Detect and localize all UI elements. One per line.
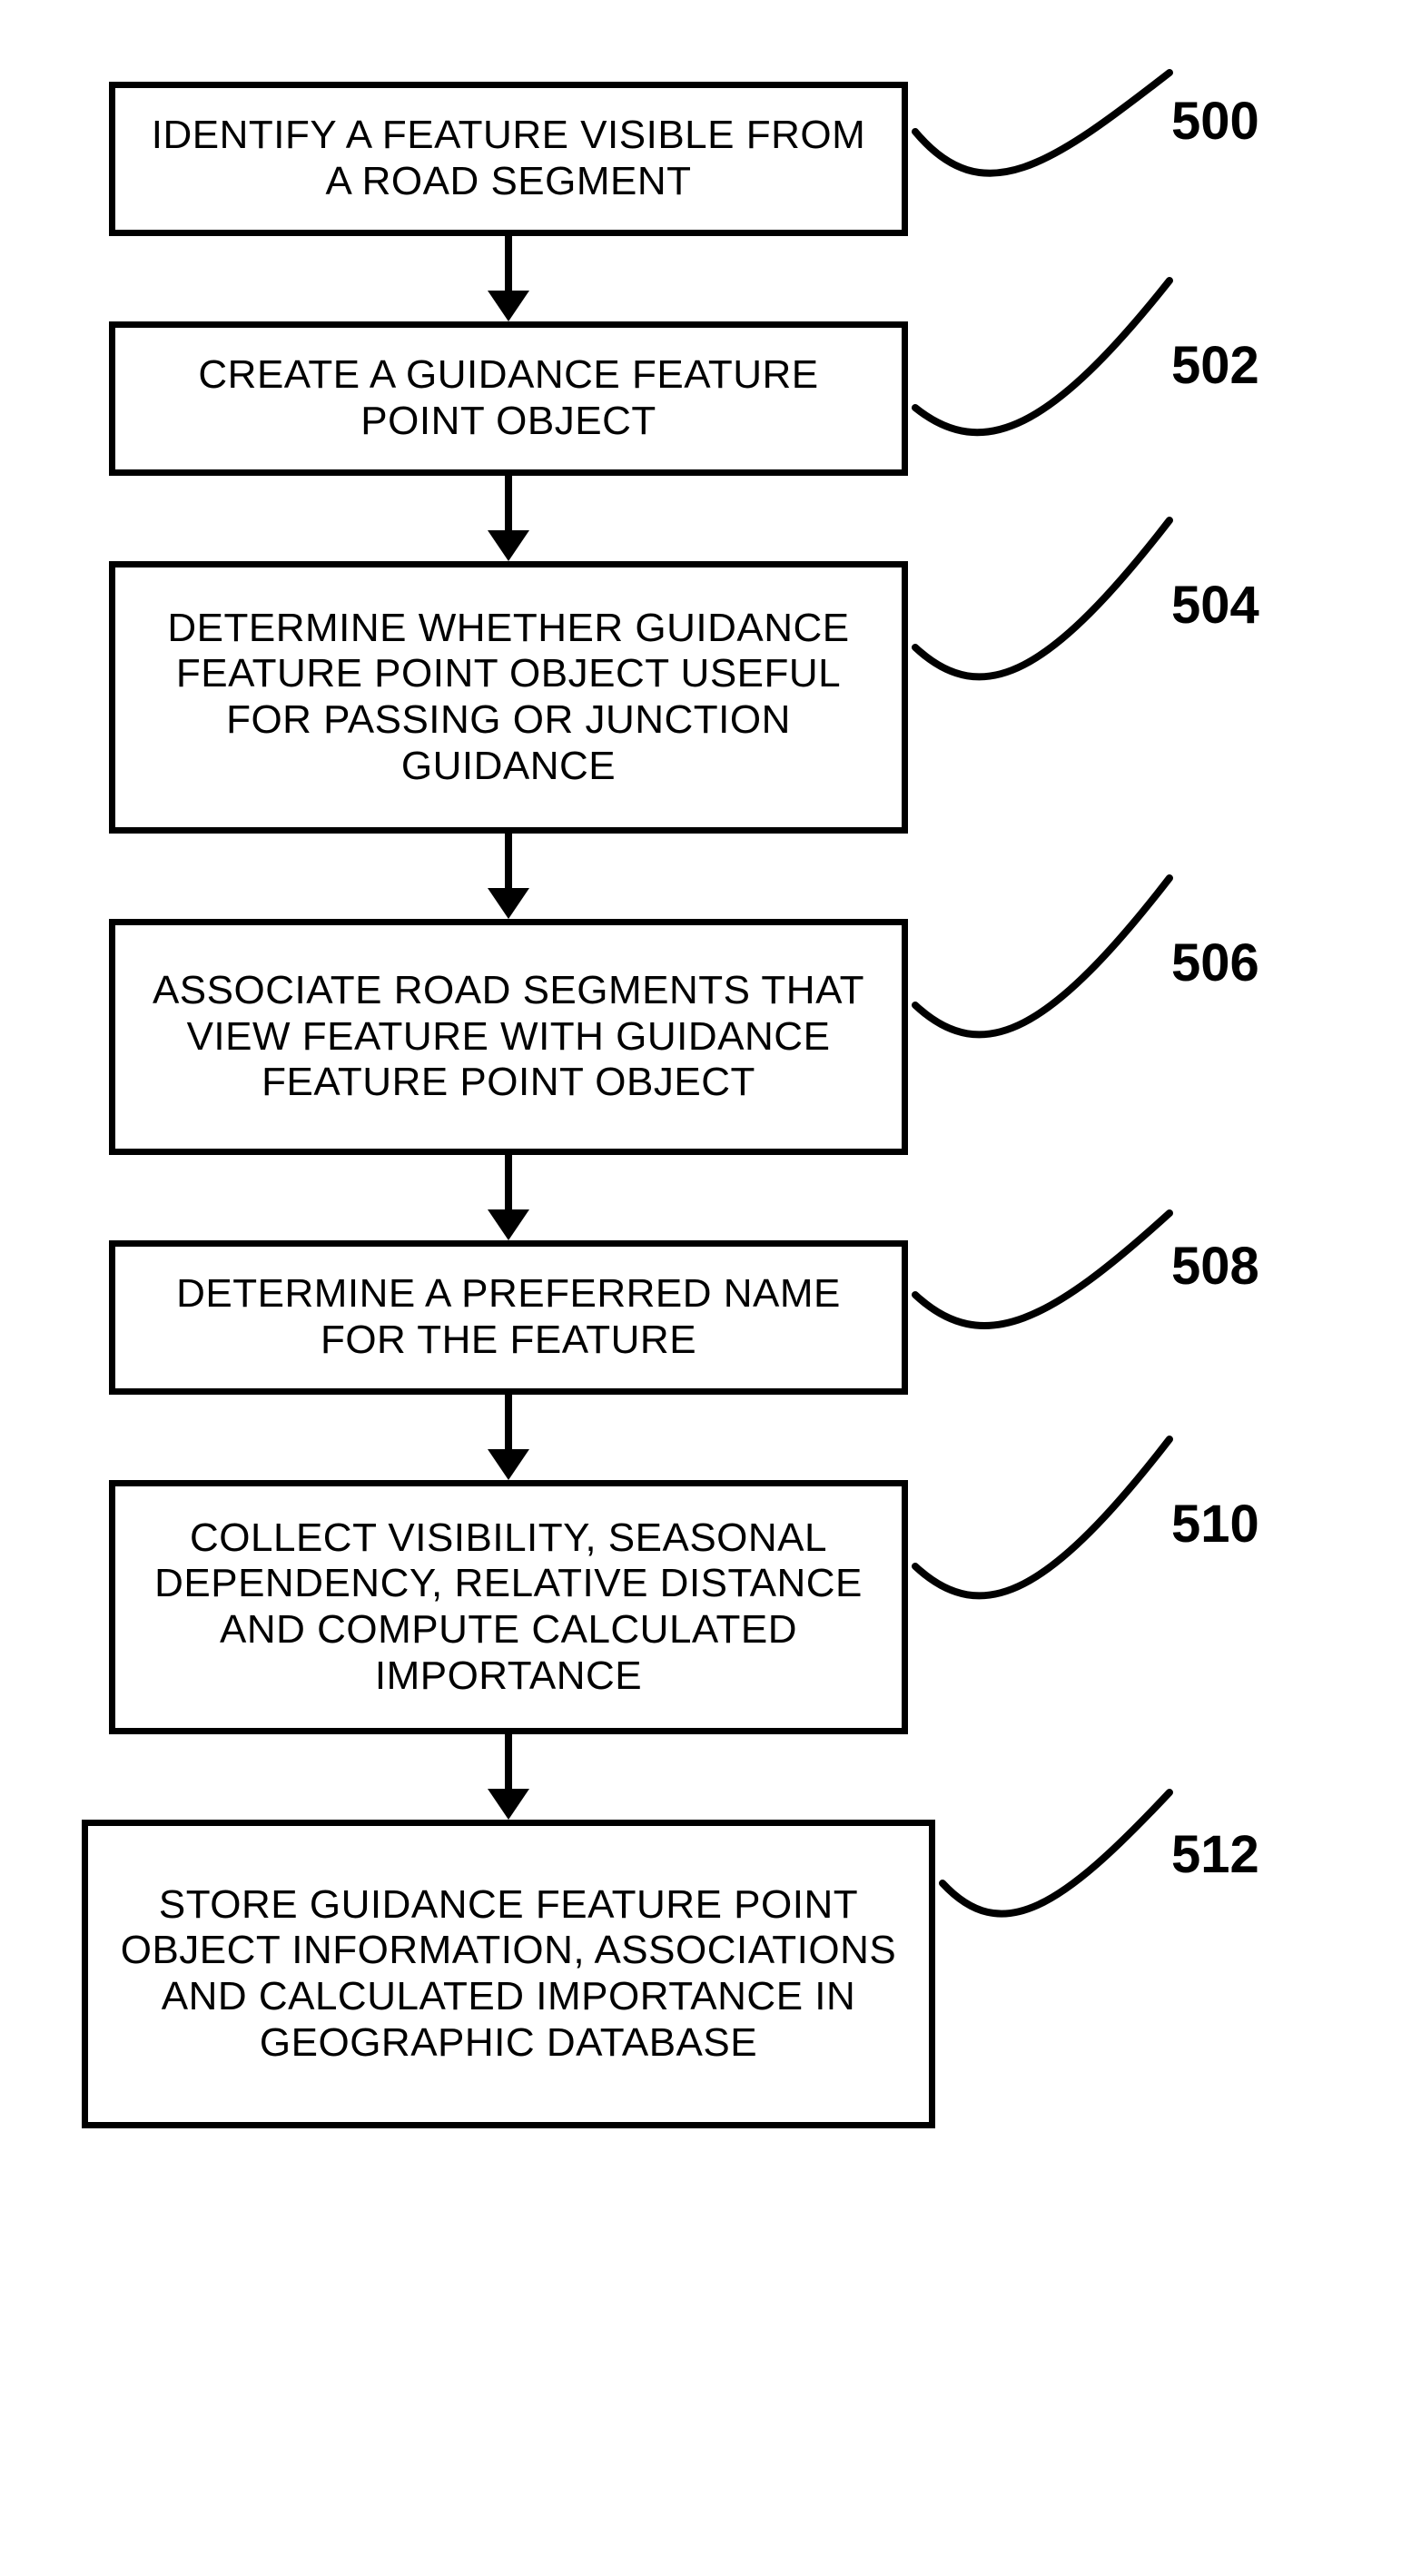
arrow-wrapper <box>109 1734 908 1820</box>
step-number-label: 504 <box>1171 575 1259 636</box>
step-number-label: 502 <box>1171 335 1259 396</box>
flow-step-text: CREATE A GUIDANCE FEATURE POINT OBJECT <box>143 352 874 444</box>
callout-connector <box>908 513 1177 718</box>
flow-step-510: COLLECT VISIBILITY, SEASONAL DEPENDENCY,… <box>109 1480 908 1734</box>
arrow-wrapper <box>109 1155 908 1240</box>
callout-connector <box>908 65 1177 221</box>
flow-step-text: DETERMINE A PREFERRED NAME FOR THE FEATU… <box>143 1271 874 1363</box>
arrow-wrapper <box>109 834 908 919</box>
flow-arrow <box>486 236 531 321</box>
arrow-wrapper <box>109 476 908 561</box>
flow-step-508: DETERMINE A PREFERRED NAME FOR THE FEATU… <box>109 1240 908 1395</box>
flow-arrow <box>486 476 531 561</box>
flow-arrow <box>486 1155 531 1240</box>
step-number-label: 508 <box>1171 1236 1259 1297</box>
step-number-label: 500 <box>1171 91 1259 152</box>
flow-step-504: DETERMINE WHETHER GUIDANCE FEATURE POINT… <box>109 561 908 834</box>
callout-connector <box>908 1432 1177 1637</box>
callout-connector <box>908 871 1177 1076</box>
flow-step-506: ASSOCIATE ROAD SEGMENTS THAT VIEW FEATUR… <box>109 919 908 1155</box>
callout-connector <box>908 1206 1177 1366</box>
arrow-wrapper <box>109 1395 908 1480</box>
step-number-label: 506 <box>1171 933 1259 993</box>
callout-connector <box>908 273 1177 469</box>
flow-step-text: IDENTIFY A FEATURE VISIBLE FROM A ROAD S… <box>143 113 874 204</box>
step-number-label: 510 <box>1171 1494 1259 1554</box>
flow-step-512: STORE GUIDANCE FEATURE POINT OBJECT INFO… <box>82 1820 935 2128</box>
flow-arrow <box>486 1734 531 1820</box>
flow-arrow <box>486 834 531 919</box>
callout-connector <box>935 1785 1177 1954</box>
arrow-wrapper <box>109 236 908 321</box>
flow-step-text: DETERMINE WHETHER GUIDANCE FEATURE POINT… <box>143 606 874 789</box>
flow-step-text: COLLECT VISIBILITY, SEASONAL DEPENDENCY,… <box>143 1515 874 1699</box>
flow-arrow <box>486 1395 531 1480</box>
flow-step-text: ASSOCIATE ROAD SEGMENTS THAT VIEW FEATUR… <box>143 968 874 1106</box>
flow-step-502: CREATE A GUIDANCE FEATURE POINT OBJECT <box>109 321 908 476</box>
flow-step-text: STORE GUIDANCE FEATURE POINT OBJECT INFO… <box>115 1882 902 2066</box>
flow-step-500: IDENTIFY A FEATURE VISIBLE FROM A ROAD S… <box>109 82 908 236</box>
step-number-label: 512 <box>1171 1824 1259 1885</box>
